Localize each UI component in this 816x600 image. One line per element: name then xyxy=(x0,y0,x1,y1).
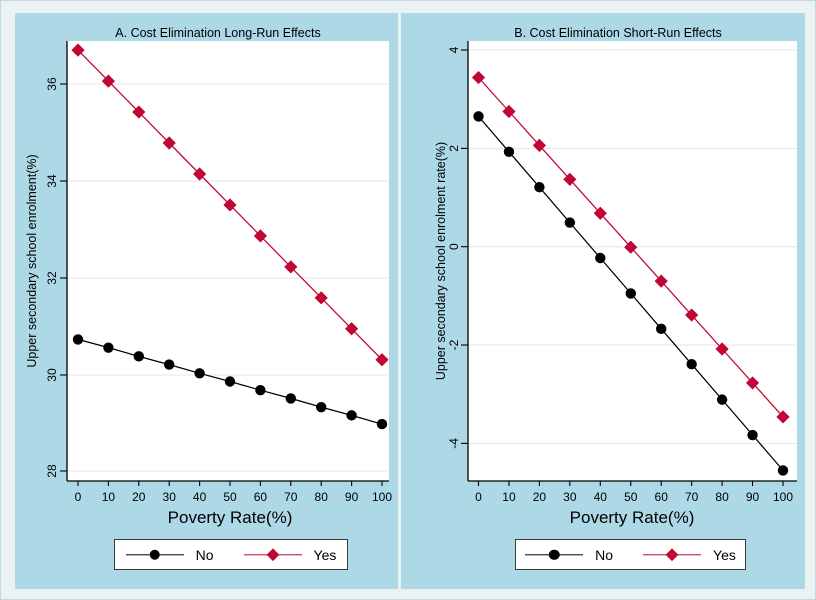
x-tick-label: 20 xyxy=(533,490,547,504)
panel-b-title: B. Cost Elimination Short-Run Effects xyxy=(514,26,722,40)
legend-no-label: No xyxy=(195,546,214,563)
panel-b: B. Cost Elimination Short-Run Effects Up… xyxy=(401,13,805,589)
x-tick-label: 60 xyxy=(254,490,268,504)
diamond-marker-icon xyxy=(685,308,699,322)
diamond-marker-icon xyxy=(101,74,115,88)
circle-marker-icon xyxy=(716,394,728,405)
y-tick-label: 4 xyxy=(447,46,461,53)
plot-region xyxy=(468,41,797,481)
circle-marker-icon xyxy=(747,429,758,441)
y-tick-label: 2 xyxy=(447,145,461,152)
circle-marker-icon xyxy=(149,549,160,560)
diamond-marker-icon xyxy=(593,206,607,220)
y-tick-label: -4 xyxy=(447,438,461,449)
legend-yes-label: Yes xyxy=(713,546,736,563)
y-tick-label: -2 xyxy=(447,339,461,350)
diamond-marker-icon xyxy=(314,291,328,305)
circle-marker-icon xyxy=(534,181,545,193)
x-tick-label: 60 xyxy=(655,490,669,504)
y-tick-label: 36 xyxy=(45,77,59,91)
diamond-marker-icon xyxy=(624,240,638,254)
circle-marker-icon xyxy=(285,393,296,404)
circle-marker-icon xyxy=(503,146,515,157)
diamond-marker-icon xyxy=(345,322,359,336)
circle-marker-icon xyxy=(777,465,789,476)
diamond-marker-icon xyxy=(132,105,146,119)
legend-yes-sample xyxy=(643,547,702,562)
circle-marker-icon xyxy=(224,376,236,387)
circle-marker-icon xyxy=(473,111,484,122)
x-tick-label: 0 xyxy=(75,490,82,504)
circle-marker-icon xyxy=(595,252,606,264)
panel-a: A. Cost Elimination Long-Run Effects Upp… xyxy=(15,13,398,589)
diamond-marker-icon xyxy=(265,547,280,562)
panel-b-x-axis-title: Poverty Rate(%) xyxy=(569,508,695,527)
x-tick-label: 80 xyxy=(315,490,329,504)
x-tick-label: 100 xyxy=(773,490,793,504)
diamond-marker-icon xyxy=(193,167,207,181)
diamond-marker-icon xyxy=(471,70,486,85)
panel-a-title: A. Cost Elimination Long-Run Effects xyxy=(115,26,321,40)
y-tick-label: 34 xyxy=(45,174,59,188)
panel-a-x-axis-title: Poverty Rate(%) xyxy=(167,508,293,527)
diamond-marker-icon xyxy=(654,274,668,288)
circle-marker-icon xyxy=(72,334,84,345)
diamond-marker-icon xyxy=(375,353,389,367)
diamond-marker-icon xyxy=(715,342,729,356)
x-tick-label: 50 xyxy=(624,490,638,504)
circle-marker-icon xyxy=(194,368,205,379)
x-tick-label: 30 xyxy=(163,490,177,504)
legend-yes-label: Yes xyxy=(313,546,337,563)
x-tick-label: 0 xyxy=(475,490,482,504)
diamond-marker-icon xyxy=(284,260,298,274)
x-tick-label: 90 xyxy=(746,490,760,504)
x-tick-label: 100 xyxy=(372,490,392,504)
x-tick-label: 20 xyxy=(132,490,146,504)
legend-no-sample xyxy=(525,548,584,562)
x-tick-label: 70 xyxy=(284,490,298,504)
circle-marker-icon xyxy=(656,323,667,335)
circle-marker-icon xyxy=(133,351,144,362)
y-tick-label: 30 xyxy=(45,368,59,382)
diamond-marker-icon xyxy=(223,198,237,212)
circle-marker-icon xyxy=(686,359,697,370)
circle-marker-icon xyxy=(255,385,266,396)
x-tick-label: 40 xyxy=(594,490,608,504)
panel-b-plot: 420-2-40 10 20 30 40 50 60 70 80 90 100 xyxy=(447,41,797,504)
legend-yes-sample xyxy=(243,547,302,562)
diamond-marker-icon xyxy=(665,547,679,562)
circle-marker-icon xyxy=(625,288,636,299)
panel-a-plot: 36 34 32 30 28 0 10 20 30 40 50 60 70 80 90 100 xyxy=(45,41,392,504)
x-tick-label: 50 xyxy=(223,490,237,504)
y-tick-label: 0 xyxy=(447,243,461,250)
combined-graph: A. Cost Elimination Long-Run Effects Upp… xyxy=(15,13,805,589)
y-tick-label: 32 xyxy=(45,271,59,285)
circle-marker-icon xyxy=(376,418,388,430)
x-tick-label: 30 xyxy=(563,490,577,504)
circle-marker-icon xyxy=(548,549,560,560)
circle-marker-icon xyxy=(316,401,327,413)
y-tick-label: 28 xyxy=(45,464,59,478)
x-tick-label: 90 xyxy=(345,490,359,504)
diamond-marker-icon xyxy=(776,410,790,424)
circle-marker-icon xyxy=(564,217,576,228)
x-tick-label: 80 xyxy=(715,490,729,504)
panel-a-legend: No Yes xyxy=(114,539,348,570)
panel-b-legend: No Yes xyxy=(515,539,746,570)
x-tick-label: 10 xyxy=(102,490,116,504)
x-tick-label: 70 xyxy=(685,490,699,504)
legend-no-sample xyxy=(125,548,184,562)
x-tick-label: 10 xyxy=(502,490,516,504)
legend-no-label: No xyxy=(595,546,614,563)
circle-marker-icon xyxy=(103,342,114,353)
circle-marker-icon xyxy=(346,410,357,421)
circle-marker-icon xyxy=(164,359,175,370)
x-tick-label: 40 xyxy=(193,490,207,504)
plot-region xyxy=(67,41,389,481)
diamond-marker-icon xyxy=(745,376,760,390)
